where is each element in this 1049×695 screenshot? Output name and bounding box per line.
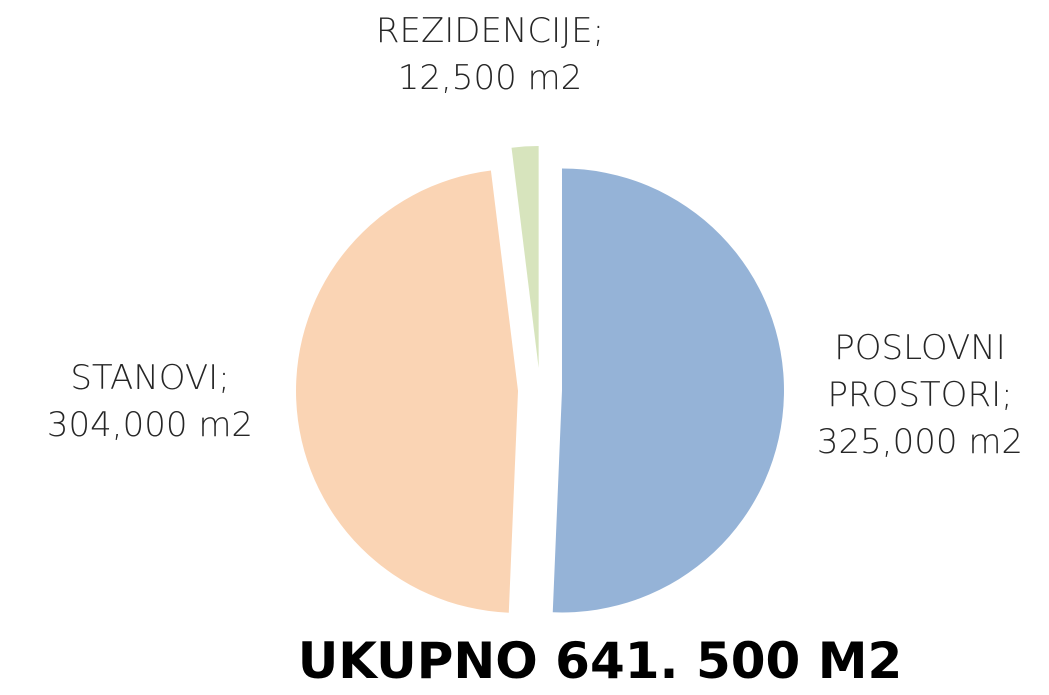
value-label: 304,000 m2	[46, 405, 254, 445]
slice-label: STANOVI; 304,000 m2	[20, 355, 280, 449]
pie-slice	[296, 170, 519, 613]
value-label: 325,000 m2	[816, 422, 1024, 462]
slice-label: REZIDENCIJE; 12,500 m2	[330, 8, 650, 102]
pie-slice	[511, 146, 539, 369]
value-label: 12,500 m2	[397, 58, 583, 98]
chart-title: UKUPNO 641. 500 M2	[297, 632, 903, 690]
category-label: REZIDENCIJE;	[375, 11, 605, 51]
category-label: POSLOVNI PROSTORI;	[827, 328, 1013, 415]
pie-slice	[552, 168, 784, 613]
category-label: STANOVI;	[70, 358, 230, 398]
slice-label: POSLOVNI PROSTORI; 325,000 m2	[800, 325, 1040, 466]
